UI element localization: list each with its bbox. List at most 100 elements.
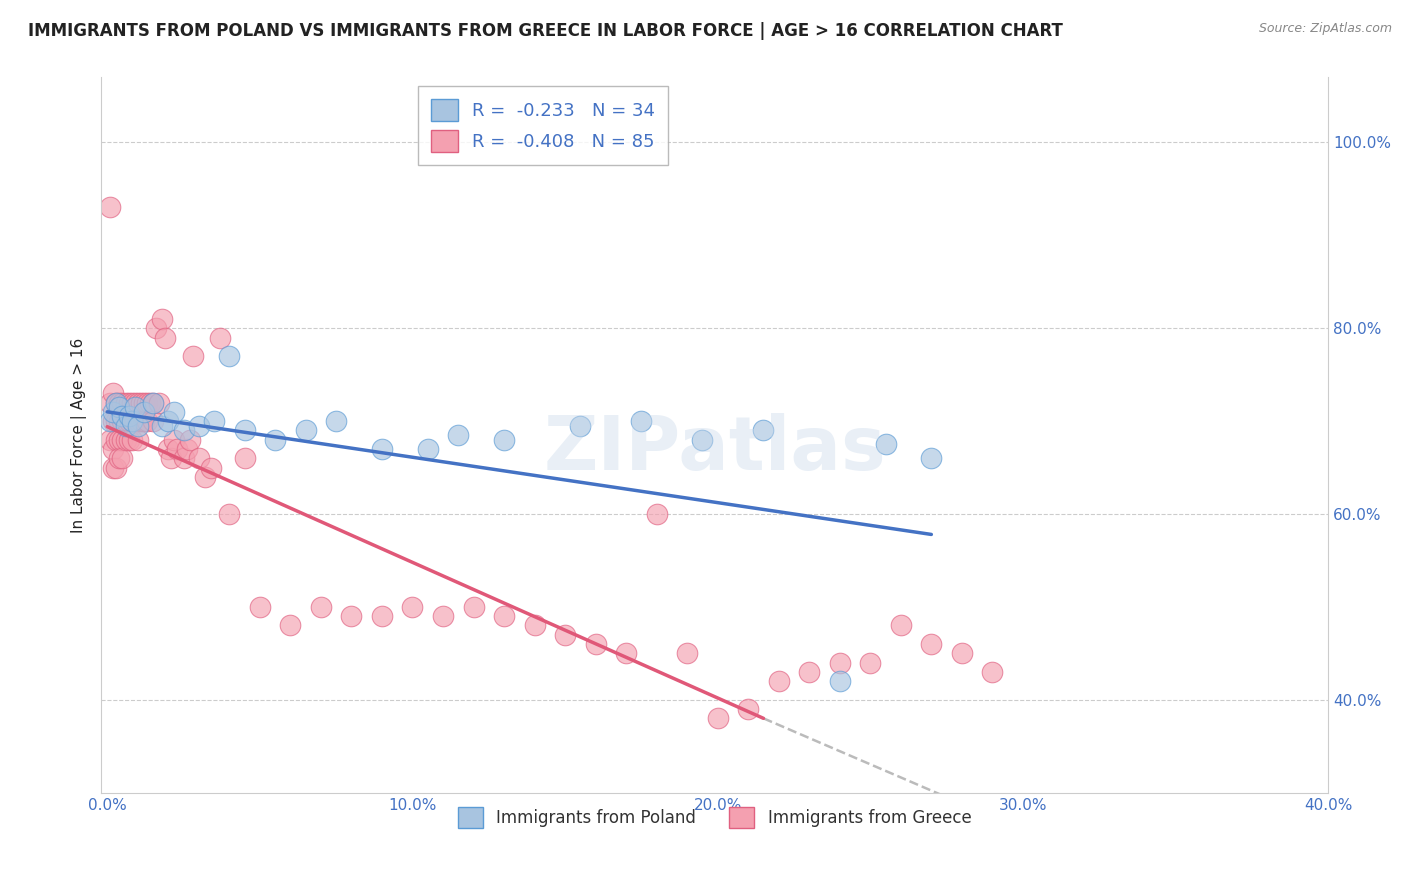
Point [142,395,165,409]
Point [676,646,699,660]
Point [737,702,759,716]
Point [111,409,134,424]
Point [157,442,180,456]
Point [981,665,1004,679]
Point [280,618,302,632]
Point [150,418,173,433]
Point [105,460,128,475]
Point [127,395,149,409]
Point [103,405,125,419]
Point [160,451,183,466]
Point [447,428,470,442]
Point [117,414,139,428]
Point [401,599,423,614]
Point [920,451,942,466]
Point [135,414,157,428]
Point [121,414,143,428]
Point [98,201,121,215]
Point [132,414,155,428]
Point [202,414,225,428]
Point [264,433,287,447]
Point [108,395,131,409]
Point [108,400,131,414]
Point [132,395,155,409]
Point [950,646,973,660]
Point [614,646,637,660]
Point [163,433,186,447]
Point [371,442,394,456]
Point [155,330,177,344]
Point [294,424,316,438]
Point [142,414,165,428]
Point [111,451,134,466]
Point [828,656,851,670]
Point [859,656,882,670]
Point [585,637,607,651]
Text: Source: ZipAtlas.com: Source: ZipAtlas.com [1258,22,1392,36]
Point [218,507,240,521]
Point [340,609,363,624]
Point [111,433,134,447]
Point [492,609,515,624]
Point [148,395,170,409]
Point [103,386,125,401]
Point [492,433,515,447]
Point [692,433,714,447]
Text: IMMIGRANTS FROM POLAND VS IMMIGRANTS FROM GREECE IN LABOR FORCE | AGE > 16 CORRE: IMMIGRANTS FROM POLAND VS IMMIGRANTS FRO… [28,22,1063,40]
Point [103,442,125,456]
Point [114,414,136,428]
Point [752,424,775,438]
Point [150,312,173,326]
Point [416,442,439,456]
Point [200,460,222,475]
Point [176,442,198,456]
Point [98,395,121,409]
Point [554,628,576,642]
Point [114,418,136,433]
Point [98,433,121,447]
Point [103,460,125,475]
Legend: Immigrants from Poland, Immigrants from Greece: Immigrants from Poland, Immigrants from … [451,801,979,834]
Point [129,414,152,428]
Y-axis label: In Labor Force | Age > 16: In Labor Force | Age > 16 [72,337,87,533]
Point [108,451,131,466]
Point [105,414,128,428]
Point [108,414,131,428]
Point [114,433,136,447]
Point [127,418,149,433]
Text: ZIPatlas: ZIPatlas [543,413,886,486]
Point [127,414,149,428]
Point [121,414,143,428]
Point [173,424,195,438]
Point [630,414,652,428]
Point [463,599,485,614]
Point [111,414,134,428]
Point [325,414,347,428]
Point [179,433,201,447]
Point [432,609,454,624]
Point [124,400,146,414]
Point [645,507,668,521]
Point [218,349,240,363]
Point [799,665,821,679]
Point [233,451,256,466]
Point [135,395,157,409]
Point [117,395,139,409]
Point [98,414,121,428]
Point [117,433,139,447]
Point [890,618,912,632]
Point [117,409,139,424]
Point [105,395,128,409]
Point [145,321,167,335]
Point [181,349,204,363]
Point [523,618,546,632]
Point [569,418,592,433]
Point [209,330,232,344]
Point [233,424,256,438]
Point [139,395,162,409]
Point [121,395,143,409]
Point [105,433,128,447]
Point [114,395,136,409]
Point [108,433,131,447]
Point [129,395,152,409]
